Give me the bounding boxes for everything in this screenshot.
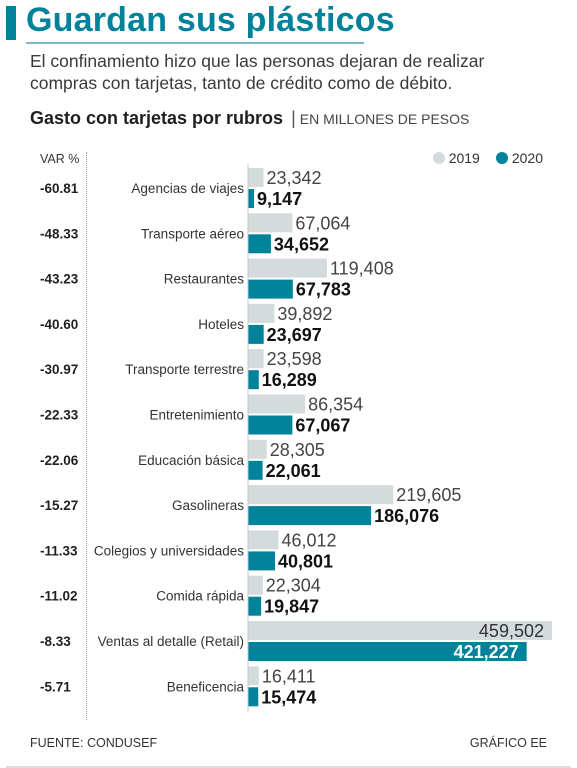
bar-2020 [248,189,255,208]
bar-2020 [248,596,262,616]
data-label-2019: 22,304 [266,576,321,596]
variation-value: -60.81 [40,181,79,196]
variation-value: -8.33 [40,634,71,649]
variation-value: -22.33 [40,408,79,423]
chart-title: Gasto con tarjetas por rubros [30,108,284,128]
data-label-2019: 86,354 [308,395,363,415]
headline-accent-bar [6,6,16,40]
data-label-2020: 15,474 [261,687,316,707]
bar-2020 [248,370,259,390]
variation-header: VAR % [40,152,80,166]
page-title: Guardan sus plásticos [26,1,395,39]
title-separator: | [291,108,296,128]
bar-2019 [248,575,263,595]
intro-text: El confinamiento hizo que las personas d… [30,51,485,93]
bar-2019 [248,303,275,323]
bar-2020 [248,415,293,435]
variation-value: -48.33 [40,226,79,241]
bar-2019 [248,213,293,233]
variation-value: -22.06 [40,453,79,468]
data-label-2020: 23,697 [267,325,322,345]
bar-2020 [248,551,275,571]
category-label: Restaurantes [164,272,245,287]
data-label-2020: 67,067 [295,416,350,436]
category-label: Transporte terrestre [125,362,244,377]
category-label: Educación básica [138,453,244,468]
data-label-2019: 67,064 [295,213,350,233]
graphic-credit: GRÁFICO EE [469,736,547,750]
bar-2020 [248,642,527,661]
data-label-2020: 186,076 [374,506,439,526]
bar-2019 [248,168,264,187]
variation-divider [86,152,87,720]
data-label-2019: 219,605 [396,485,461,505]
bar-2020 [248,279,293,299]
variation-value: -43.23 [40,272,79,287]
legend-label-2020: 2020 [511,150,543,166]
data-label-2019: 119,408 [330,259,394,279]
bar-2019 [248,349,264,369]
category-label: Comida rápida [156,589,244,604]
headline-underline [26,42,364,44]
bar-2020 [248,506,372,526]
data-label-2020: 67,783 [296,280,351,300]
data-label-2020: 9,147 [257,189,302,209]
bar-2019 [248,621,552,640]
variation-value: -11.02 [40,589,78,604]
data-label-2020: 19,847 [264,597,319,617]
data-label-2019: 28,305 [270,440,325,460]
data-label-2020: 16,289 [262,370,317,390]
chart-legend: 2019 2020 [423,150,543,166]
legend-label-2019: 2019 [448,150,480,166]
bar-2020 [248,234,271,254]
legend-item-2019: 2019 [432,150,480,166]
data-label-2020: 34,652 [274,234,329,254]
data-label-2019: 16,411 [262,666,316,686]
category-label: Agencias de viajes [131,181,244,196]
category-label: Transporte aéreo [141,226,244,241]
category-label: Colegios y universidades [94,543,244,558]
bar-2019 [248,258,327,278]
bar-2020 [248,687,259,707]
category-label: Beneficencia [167,679,245,694]
bar-2020 [248,324,264,344]
variation-value: -30.97 [40,362,78,377]
category-label: Entretenimiento [149,408,244,423]
category-label: Gasolineras [172,498,244,513]
data-label-2019: 23,598 [267,349,322,369]
data-label-2019: 459,502 [479,621,544,641]
chart-subtitle: EN MILLONES DE PESOS [299,111,470,127]
variation-value: -11.33 [40,543,78,558]
data-label-2019: 23,342 [266,168,321,188]
variation-value: -15.27 [40,498,78,513]
category-label: Hoteles [198,317,244,332]
legend-swatch-2020 [495,152,508,164]
data-label-2019: 39,892 [277,304,332,324]
legend-item-2020: 2020 [495,150,543,166]
data-label-2020: 421,227 [454,642,519,662]
category-label: Ventas al detalle (Retail) [98,634,244,649]
bar-2019 [248,530,279,550]
variation-value: -5.71 [40,679,71,694]
bar-2019 [248,439,267,459]
source-note: FUENTE: CONDUSEF [30,736,158,750]
variation-value: -40.60 [40,317,78,332]
legend-swatch-2019 [432,152,445,164]
bar-2019 [248,485,394,505]
bar-2020 [248,460,263,480]
data-label-2019: 46,012 [281,530,336,550]
data-label-2020: 22,061 [266,461,321,481]
bottom-rule [6,766,571,768]
bar-2019 [248,394,306,414]
chart-title-row: Gasto con tarjetas por rubros | EN MILLONE… [30,108,469,129]
data-label-2020: 40,801 [278,551,333,571]
bar-2019 [248,666,259,686]
